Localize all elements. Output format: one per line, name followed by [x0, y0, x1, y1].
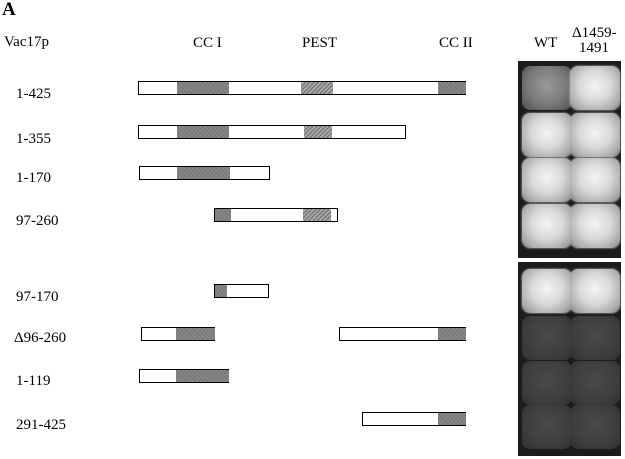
- pest-header: PEST: [302, 35, 338, 51]
- growth-spot: [570, 158, 620, 202]
- cc1-domain: [177, 126, 229, 138]
- row-label: 1-119: [16, 373, 51, 389]
- wt-header: WT: [534, 35, 558, 51]
- growth-spot: [570, 269, 620, 313]
- construct-bar-d96-260-n: [141, 327, 215, 341]
- construct-bar-1-170: [139, 166, 270, 180]
- growth-plate-upper: [518, 61, 621, 258]
- cc1-domain: [176, 370, 229, 382]
- growth-spot: [570, 204, 620, 248]
- pest-domain: [304, 126, 332, 138]
- cc1-domain: [215, 285, 227, 297]
- row-label: 1-170: [16, 170, 51, 186]
- construct-header: Vac17p: [4, 34, 49, 50]
- row-label: 291-425: [16, 417, 66, 433]
- cc1-domain: [177, 82, 229, 94]
- pest-domain: [301, 82, 333, 94]
- cc2-domain: [438, 328, 466, 340]
- mutant-header-line2: 1491: [579, 40, 609, 56]
- growth-spot: [522, 158, 572, 202]
- growth-spot: [522, 316, 572, 360]
- construct-bar-291-425: [362, 412, 466, 426]
- row-label: 97-170: [16, 289, 59, 305]
- growth-spot: [522, 113, 572, 157]
- growth-spot: [522, 405, 572, 449]
- growth-spot: [522, 269, 572, 313]
- mutant-header-line1: Δ1459-: [572, 25, 617, 41]
- growth-spot: [570, 113, 620, 157]
- growth-plate-lower: [518, 262, 621, 456]
- cc1-domain: [176, 328, 215, 340]
- row-label: Δ96-260: [14, 330, 67, 346]
- growth-spot: [570, 66, 620, 110]
- growth-spot: [570, 316, 620, 360]
- construct-bar-d96-260-c: [339, 327, 466, 341]
- row-label: 97-260: [16, 213, 59, 229]
- construct-bar-1-119: [139, 369, 229, 383]
- construct-bar-97-260: [214, 208, 338, 222]
- row-label: 1-355: [16, 131, 51, 147]
- construct-bar-1-355: [138, 125, 406, 139]
- cc2-domain: [438, 82, 466, 94]
- growth-spot: [570, 405, 620, 449]
- cc2-header: CC II: [439, 35, 473, 51]
- cc2-domain: [438, 413, 466, 425]
- row-label: 1-425: [16, 86, 51, 102]
- cc1-header: CC I: [193, 35, 222, 51]
- pest-domain: [303, 209, 331, 221]
- growth-spot: [522, 66, 572, 110]
- construct-bar-1-425: [138, 81, 466, 95]
- growth-spot: [522, 204, 572, 248]
- panel-letter: A: [2, 0, 16, 20]
- cc1-domain: [177, 167, 230, 179]
- growth-spot: [522, 361, 572, 405]
- cc1-domain: [215, 209, 231, 221]
- growth-spot: [570, 361, 620, 405]
- construct-bar-97-170: [214, 284, 269, 298]
